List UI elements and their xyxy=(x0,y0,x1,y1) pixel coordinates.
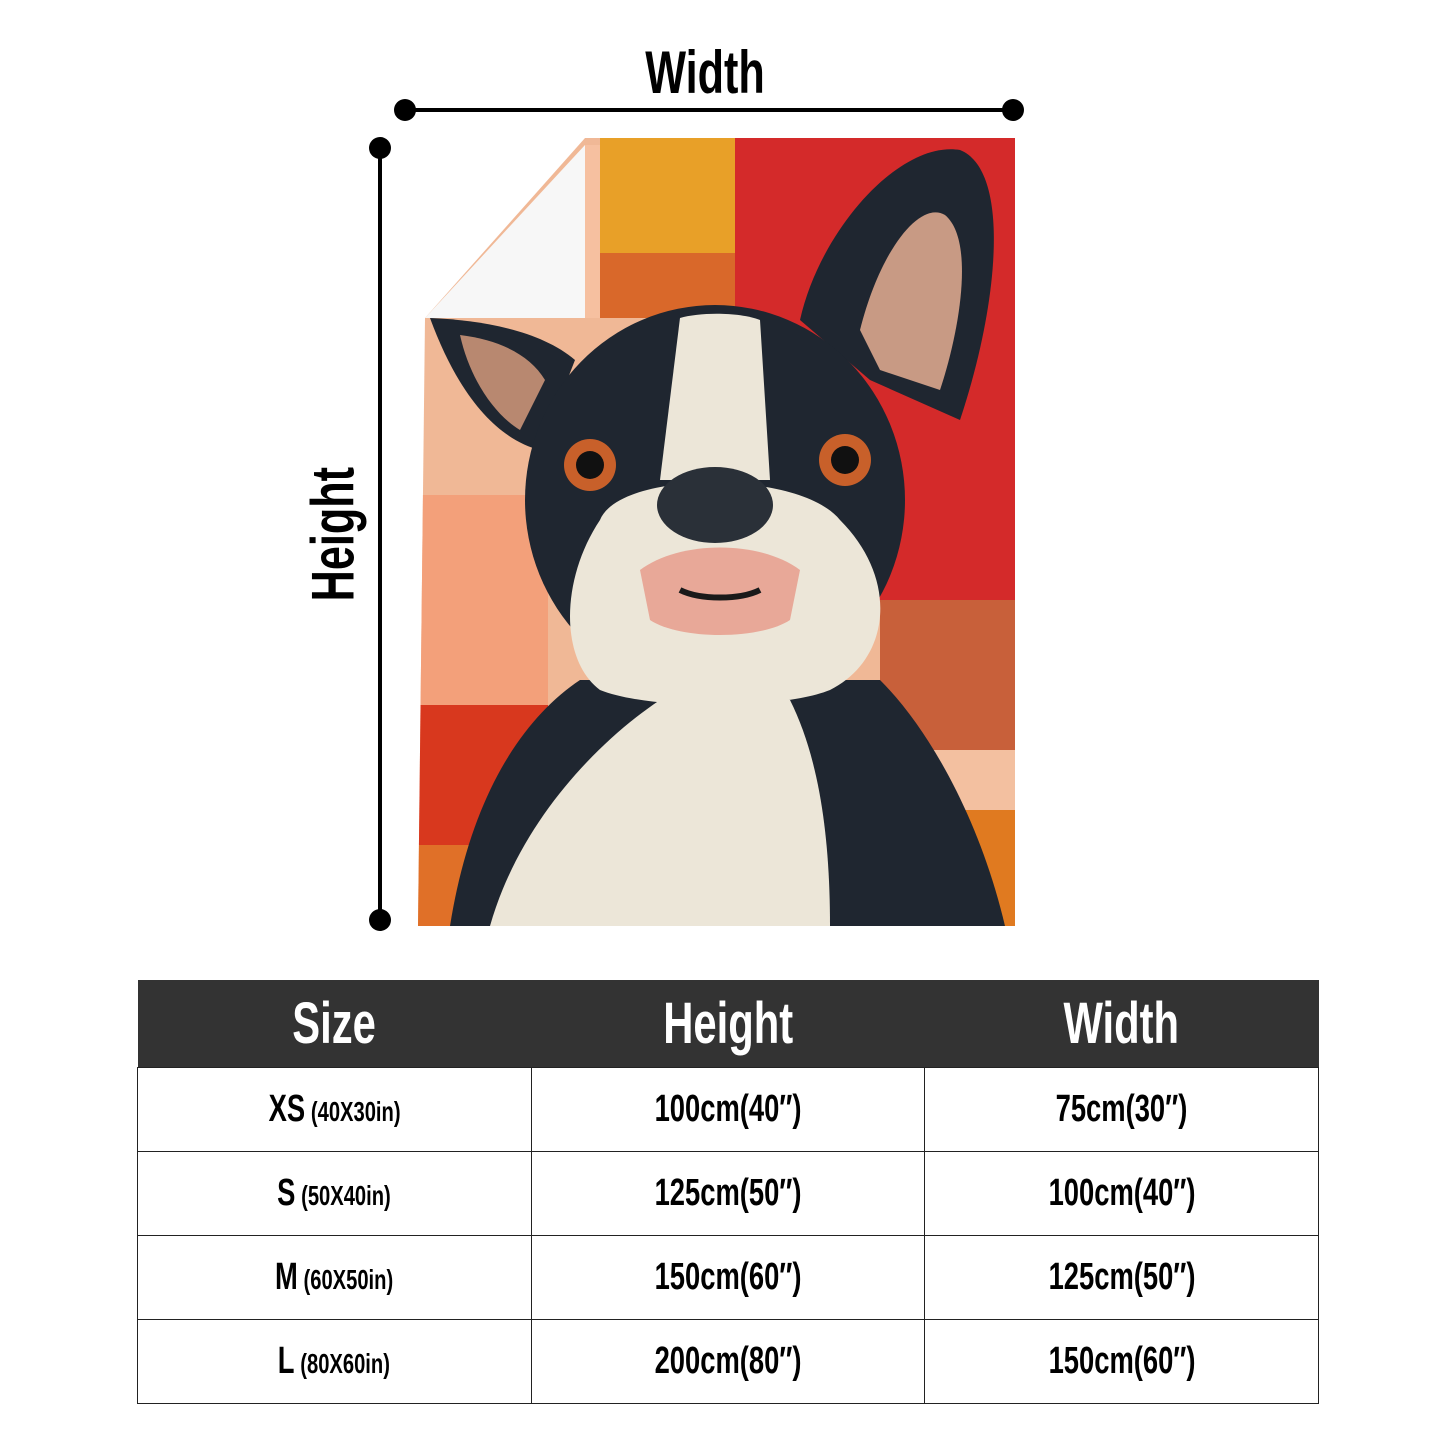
header-size: Size xyxy=(137,980,532,1068)
height-label: Height xyxy=(299,467,367,602)
blanket-illustration xyxy=(369,99,1024,931)
header-width: Width xyxy=(924,980,1319,1068)
table-row: S (50X40in) 125cm(50″) 100cm(40″) xyxy=(137,1151,1319,1236)
height-cell: 200cm(80″) xyxy=(530,1319,926,1404)
table-row: M (60X50in) 150cm(60″) 125cm(50″) xyxy=(137,1235,1319,1320)
width-cell: 100cm(40″) xyxy=(924,1151,1319,1236)
table-row: XS (40X30in) 100cm(40″) 75cm(30″) xyxy=(137,1067,1319,1152)
size-chart-table: Size Height Width XS (40X30in) 100cm(40″)… xyxy=(137,980,1319,1404)
height-cell: 125cm(50″) xyxy=(530,1151,926,1236)
table-row: L (80X60in) 200cm(80″) 150cm(60″) xyxy=(137,1319,1319,1404)
size-cell: L (80X60in) xyxy=(137,1319,532,1404)
table-header-row: Size Height Width xyxy=(137,980,1319,1068)
height-dimension-arrow xyxy=(369,137,391,931)
size-cell: XS (40X30in) xyxy=(137,1067,532,1152)
height-cell: 150cm(60″) xyxy=(530,1235,926,1320)
width-cell: 75cm(30″) xyxy=(924,1067,1319,1152)
header-height: Height xyxy=(531,980,925,1068)
width-cell: 150cm(60″) xyxy=(924,1319,1319,1404)
width-label: Width xyxy=(645,39,765,106)
width-cell: 125cm(50″) xyxy=(924,1235,1319,1320)
size-cell: M (60X50in) xyxy=(137,1235,532,1320)
height-cell: 100cm(40″) xyxy=(530,1067,926,1152)
size-cell: S (50X40in) xyxy=(137,1151,532,1236)
blanket-artwork xyxy=(418,138,1015,926)
width-dimension-arrow xyxy=(394,99,1024,121)
